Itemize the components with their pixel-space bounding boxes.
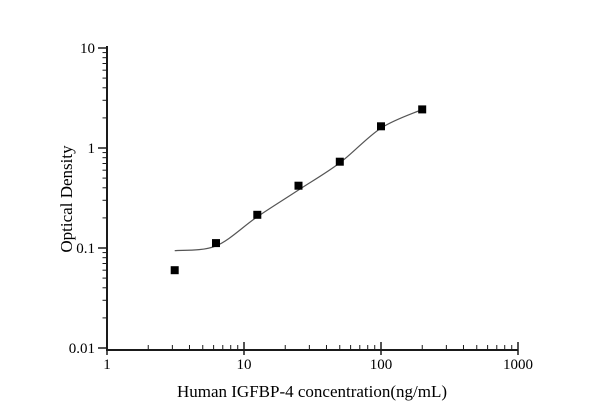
- data-point-marker: [335, 157, 344, 166]
- y-tick-label: 1: [88, 141, 96, 157]
- axes: [106, 46, 518, 351]
- tick-labels: 1 10 100 1000 10 1 0.1 0.01: [69, 41, 533, 373]
- x-tick-label: 1: [103, 357, 111, 373]
- y-tick-label: 0.01: [69, 341, 95, 357]
- data-point-marker: [253, 210, 262, 219]
- data-point-marker: [170, 266, 179, 275]
- fit-curve: [174, 108, 423, 252]
- fit-curve-path: [174, 108, 423, 252]
- y-axis-title: Optical Density: [57, 145, 76, 253]
- data-point-marker: [418, 105, 427, 114]
- data-points: [170, 105, 427, 275]
- data-point-marker: [377, 122, 385, 131]
- x-axis-title: Human IGFBP-4 concentration(ng/mL): [177, 382, 447, 401]
- data-point-marker: [212, 239, 220, 248]
- x-tick-label: 1000: [503, 357, 533, 373]
- x-tick-label: 100: [370, 357, 393, 373]
- axis-ticks: [98, 47, 519, 355]
- x-tick-label: 10: [237, 357, 252, 373]
- y-tick-label: 10: [80, 41, 95, 57]
- y-tick-label: 0.1: [76, 241, 95, 257]
- data-point-marker: [294, 181, 303, 190]
